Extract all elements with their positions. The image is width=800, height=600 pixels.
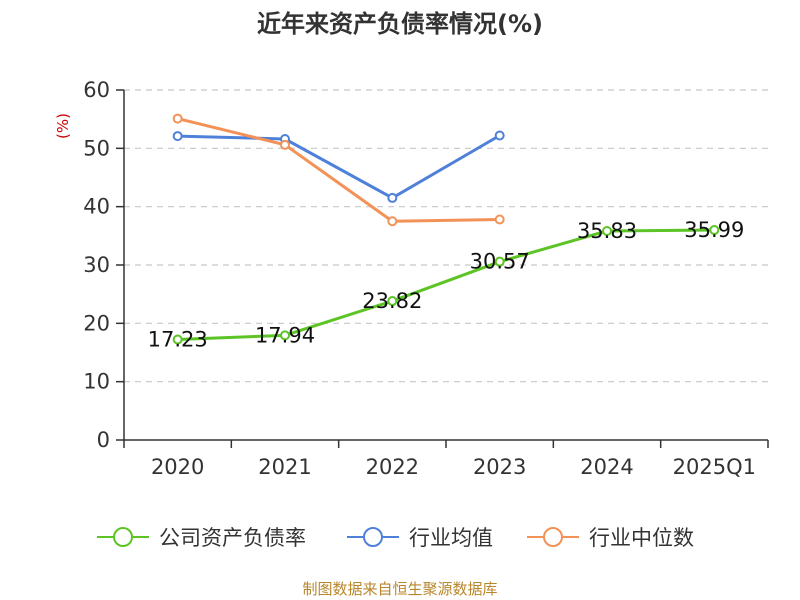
x-tick-label-2025Q1: 2025Q1 [673,455,756,479]
series-2-point-2022 [387,216,398,227]
y-tick-label-0: 0 [97,428,110,452]
source-note: 制图数据来自恒生聚源数据库 [302,580,497,598]
y-tick-label-10: 10 [83,370,110,394]
x-tick-label-2023: 2023 [473,455,526,479]
y-tick-label-20: 20 [83,311,110,335]
legend-marker-0 [113,527,133,547]
data-label-2023: 30.57 [470,250,530,274]
series-2-point-2020 [172,113,183,124]
y-tick-label-40: 40 [83,195,110,219]
x-tick-labels: 2020 2021 2022 2023 2024 2025Q1 [151,455,756,479]
series-line-0 [177,228,715,341]
legend-marker-2 [543,527,563,547]
y-tick-label-50: 50 [83,136,110,160]
series-0-point-2024 [602,225,612,236]
y-tick-labels: 0 10 20 30 40 50 60 [83,78,110,452]
series-1-point-2023 [494,130,505,141]
series-0-point-2023 [494,256,505,267]
chart-title: 近年来资产负债率情况(%) [257,10,543,38]
grid-lines [124,89,768,383]
series-2-point-2023 [494,214,505,225]
data-label-2024: 35.83 [577,219,637,243]
x-tick-label-2020: 2020 [151,455,204,479]
axes [116,89,769,448]
series-0-point-2021 [280,330,290,341]
legend-label-0: 公司资产负债率 [159,526,306,550]
data-label-2022: 23.82 [362,289,422,313]
data-label-2025Q1: 35.99 [684,218,744,242]
y-tick-label-60: 60 [83,78,110,102]
x-tick-label-2021: 2021 [258,455,311,479]
y-axis-label: (%) [54,113,72,139]
series-0-point-2022 [387,296,398,307]
legend-label-2: 行业中位数 [589,526,694,550]
data-label-2021: 17.94 [255,323,315,347]
series-line-2 [177,117,500,223]
series-0-point-2020 [172,334,183,345]
data-label-2020: 17.23 [148,327,208,351]
series-layer [172,113,720,345]
legend-marker-1 [363,527,383,547]
data-labels: 17.23 17.94 23.82 30.57 35.83 35.99 [148,218,745,351]
series-2-point-2021 [280,139,290,150]
x-tick-label-2022: 2022 [366,455,419,479]
legend: 公司资产负债率 行业均值 行业中位数 [97,526,694,550]
series-line-1 [177,134,501,200]
series-0-point-2025Q1 [709,225,720,236]
legend-label-1: 行业均值 [409,526,493,550]
x-tick-label-2024: 2024 [580,455,633,479]
y-tick-label-30: 30 [83,253,110,277]
series-1-point-2020 [172,131,183,142]
series-1-point-2022 [387,192,398,203]
